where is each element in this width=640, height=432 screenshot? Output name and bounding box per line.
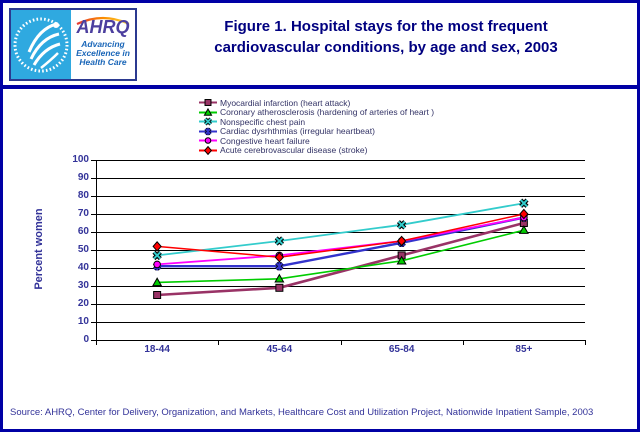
- triangle-marker-icon: [396, 255, 407, 265]
- y-tick-label: 50: [77, 244, 89, 255]
- series-line: [157, 221, 525, 297]
- x-marker-icon: [275, 237, 284, 245]
- series-line: [157, 216, 525, 266]
- x-tick-label: 65-84: [388, 344, 415, 355]
- square-marker-icon: [153, 291, 162, 299]
- triangle-marker-icon: [518, 224, 529, 234]
- plot-area: [88, 153, 593, 353]
- rainbow-arc-icon: [76, 16, 130, 25]
- x-marker-icon: [397, 220, 406, 229]
- y-tick-label: 100: [72, 154, 89, 165]
- y-tick-label: 90: [77, 172, 89, 183]
- triangle-marker-icon: [203, 107, 213, 116]
- legend-item: Nonspecific chest pain: [199, 117, 434, 127]
- circle-marker-icon: [153, 260, 161, 269]
- figure-title-line2: cardiovascular conditions, by age and se…: [214, 39, 558, 56]
- ahrq-acronym: AHRQ: [76, 17, 130, 37]
- diamond-marker-icon: [519, 208, 529, 220]
- ahrq-wordmark: AHRQ Advancing Excellence in Health Care: [71, 10, 135, 79]
- legend-key-icon: [199, 127, 217, 135]
- header-divider: [3, 85, 637, 89]
- x-tick-label: 85+: [515, 344, 533, 355]
- logo-tagline-2: Excellence in: [76, 48, 130, 58]
- legend-label: Cardiac dysrhthmias (irregular heartbeat…: [220, 126, 375, 136]
- y-tick-label: 80: [77, 190, 89, 201]
- source-note: Source: AHRQ, Center for Delivery, Organ…: [10, 407, 594, 418]
- x-tick-label: 18-44: [144, 344, 170, 355]
- y-tick-label: 0: [83, 334, 89, 345]
- logo-tagline-1: Advancing: [81, 39, 125, 49]
- circle-marker-icon: [204, 137, 212, 145]
- square-marker-icon: [275, 283, 284, 292]
- triangle-marker-icon: [152, 277, 163, 287]
- series-line: [157, 229, 525, 284]
- asterisk-marker-icon: [275, 262, 284, 271]
- legend-item: Myocardial infarction (heart attack): [199, 98, 434, 108]
- series-line: [157, 216, 525, 268]
- figure-title-line1: Figure 1. Hospital stays for the most fr…: [224, 18, 548, 35]
- series-line: [157, 213, 525, 258]
- legend-label: Myocardial infarction (heart attack): [220, 97, 351, 108]
- x-marker-icon: [519, 199, 528, 208]
- legend-label: Coronary atherosclerosis (hardening of a…: [220, 107, 435, 117]
- legend-item: Acute cerebrovascular disease (stroke): [199, 145, 434, 156]
- legend-key-icon: [199, 99, 217, 107]
- asterisk-marker-icon: [204, 127, 212, 135]
- triangle-marker-icon: [274, 273, 285, 283]
- legend-label: Acute cerebrovascular disease (stroke): [220, 145, 368, 155]
- legend-key-icon: [199, 137, 217, 145]
- y-tick-label: 70: [77, 208, 89, 219]
- legend-item: Coronary atherosclerosis (hardening of a…: [199, 107, 435, 118]
- ahrq-logo: AHRQ Advancing Excellence in Health Care: [9, 8, 137, 81]
- y-tick-label: 20: [77, 298, 89, 309]
- legend-key-icon: [199, 145, 217, 155]
- y-tick-label: 30: [77, 280, 89, 291]
- legend-label: Congestive heart failure: [220, 135, 310, 146]
- logo-tagline-3: Health Care: [79, 57, 127, 67]
- square-marker-icon: [204, 99, 212, 107]
- y-tick-label: 10: [77, 316, 89, 327]
- hhs-eagle-icon: [13, 17, 69, 73]
- legend-item: Cardiac dysrhthmias (irregular heartbeat…: [199, 127, 434, 137]
- x-marker-icon: [204, 118, 212, 126]
- diamond-marker-icon: [274, 251, 285, 263]
- legend-item: Congestive heart failure: [199, 136, 434, 146]
- legend-key-icon: [199, 107, 217, 116]
- y-tick-label: 40: [77, 262, 89, 273]
- diamond-marker-icon: [203, 145, 213, 155]
- line-chart: [91, 160, 586, 345]
- diamond-marker-icon: [396, 235, 407, 247]
- hhs-seal: [11, 10, 71, 79]
- diamond-marker-icon: [152, 241, 162, 252]
- x-marker-icon: [153, 251, 162, 260]
- x-tick-label: 45-64: [266, 344, 293, 355]
- legend-key-icon: [199, 117, 217, 126]
- y-tick-label: 60: [77, 226, 89, 237]
- chart-legend: Myocardial infarction (heart attack) Coro…: [199, 98, 434, 155]
- figure-title: Figure 1. Hospital stays for the most fr…: [143, 16, 629, 58]
- legend-label: Nonspecific chest pain: [220, 116, 306, 127]
- y-axis-title: Percent women: [33, 208, 45, 290]
- series-line: [157, 202, 525, 257]
